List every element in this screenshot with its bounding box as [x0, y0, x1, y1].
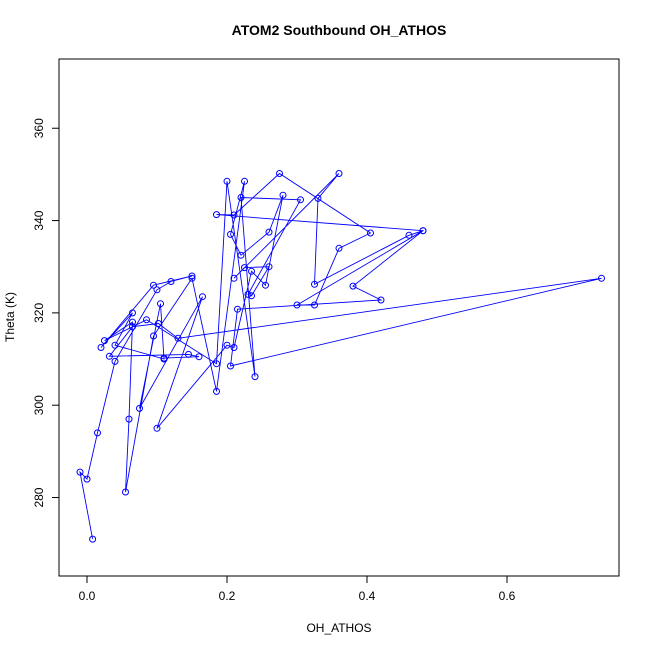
data-point — [237, 251, 245, 259]
data-point — [125, 415, 133, 423]
data-point — [335, 170, 343, 177]
data-point — [105, 352, 113, 360]
data-point — [335, 244, 343, 252]
data-point — [230, 211, 238, 219]
data-point — [248, 292, 255, 300]
data-point — [83, 475, 91, 483]
data-point — [377, 296, 385, 304]
data-point — [213, 387, 220, 395]
data-point — [188, 274, 196, 282]
y-tick-label: 300 — [32, 395, 46, 415]
data-point — [160, 354, 168, 362]
data-point — [185, 350, 192, 358]
data-point — [262, 281, 269, 289]
data-point — [237, 194, 245, 201]
data-point — [101, 337, 108, 345]
data-point — [241, 177, 248, 185]
y-axis: 280 300 320 340 360 — [32, 118, 60, 508]
data-point — [279, 191, 287, 199]
data-point — [150, 281, 157, 289]
data-point — [241, 264, 248, 272]
data-point — [195, 353, 203, 361]
data-point — [122, 488, 129, 496]
data-point — [367, 229, 374, 237]
data-point — [89, 535, 97, 543]
x-tick-label: 0.2 — [219, 589, 236, 603]
data-point — [598, 274, 605, 282]
data-point — [76, 468, 84, 476]
data-point — [234, 305, 241, 313]
data-point — [174, 334, 182, 342]
data-point — [111, 341, 119, 349]
data-point — [244, 290, 252, 298]
x-axis-label: OH_ATHOS — [306, 621, 371, 635]
data-point — [227, 230, 234, 238]
data-point — [129, 323, 136, 331]
data-point — [136, 404, 143, 412]
y-tick-label: 340 — [32, 210, 46, 230]
data-point — [297, 196, 304, 204]
data-point — [265, 263, 273, 271]
data-point — [199, 293, 206, 301]
data-point — [153, 286, 161, 294]
data-point — [419, 227, 427, 235]
x-tick-label: 0.4 — [359, 589, 376, 603]
data-point — [157, 300, 164, 308]
y-tick-label: 360 — [32, 118, 46, 138]
series-path — [79, 172, 602, 540]
y-tick-label: 280 — [32, 487, 46, 507]
chart-title: ATOM2 Southbound OH_ATHOS — [232, 22, 447, 38]
data-point — [248, 267, 255, 275]
data-point — [167, 278, 175, 285]
data-point — [265, 228, 273, 236]
series-points — [76, 170, 605, 543]
plot-area-frame — [58, 58, 620, 577]
data-point — [230, 344, 238, 351]
series-line — [79, 172, 602, 540]
data-point — [230, 274, 238, 282]
y-tick-label: 320 — [32, 303, 46, 323]
data-point — [227, 362, 234, 370]
data-point — [153, 424, 161, 432]
data-point — [154, 320, 162, 327]
data-point — [349, 282, 357, 290]
data-point — [293, 301, 301, 309]
data-point — [188, 272, 196, 280]
data-point — [251, 373, 259, 381]
data-point — [405, 231, 413, 239]
data-point — [94, 429, 101, 437]
data-point — [276, 170, 283, 177]
data-point — [213, 360, 220, 368]
data-point — [129, 309, 136, 317]
x-tick-label: 0.6 — [499, 589, 516, 603]
x-axis: 0.0 0.2 0.4 0.6 — [79, 575, 516, 603]
y-axis-label: Theta (K) — [3, 292, 17, 342]
data-point — [223, 341, 231, 349]
data-point — [314, 194, 322, 202]
data-point — [97, 344, 105, 351]
data-point — [213, 211, 220, 219]
data-point — [223, 177, 231, 185]
x-tick-label: 0.0 — [79, 589, 96, 603]
data-point — [111, 357, 119, 365]
data-point — [129, 318, 136, 326]
data-point — [311, 280, 318, 288]
data-point — [143, 316, 150, 324]
data-point — [150, 332, 157, 340]
data-point — [311, 301, 318, 309]
